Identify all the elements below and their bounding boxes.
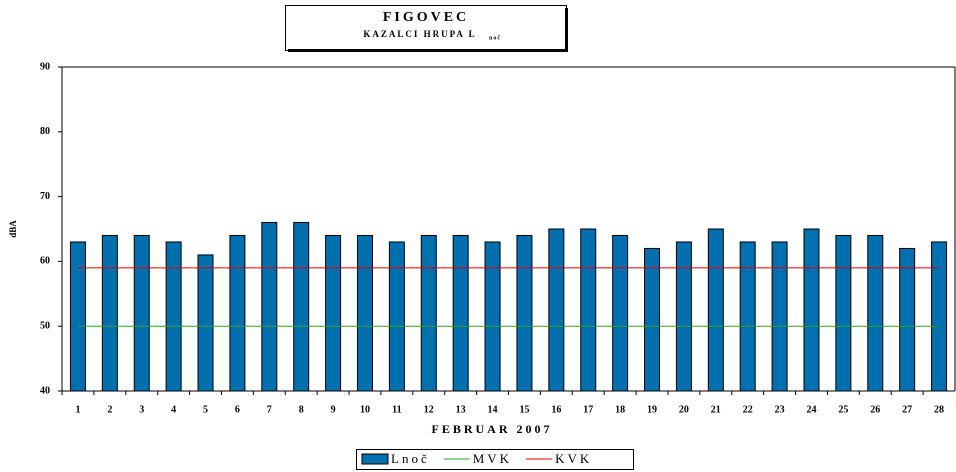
x-tick-label: 10 <box>360 404 370 415</box>
y-tick-label: 50 <box>40 320 50 331</box>
x-axis-label: FEBRUAR 2007 <box>431 422 552 436</box>
chart-subtitle-subscript: noč <box>489 35 501 41</box>
x-tick-label: 21 <box>711 404 721 415</box>
bar <box>548 228 565 392</box>
x-tick-label: 11 <box>392 404 401 415</box>
y-tick-label: 60 <box>40 256 50 267</box>
bar <box>101 234 118 392</box>
x-tick-label: 23 <box>775 404 785 415</box>
bar <box>516 234 533 392</box>
x-tick-label: 15 <box>519 404 529 415</box>
y-axis-label: dBA <box>8 220 18 238</box>
legend <box>356 449 634 470</box>
title-box <box>285 5 567 51</box>
bar <box>803 228 820 392</box>
bar <box>325 234 342 392</box>
y-tick-label: 90 <box>40 61 50 72</box>
legend-label: MVK <box>473 451 512 466</box>
title-shadow <box>565 8 568 52</box>
bar <box>899 247 916 392</box>
x-tick-label: 20 <box>679 404 689 415</box>
x-tick-label: 13 <box>456 404 466 415</box>
bar <box>867 234 884 392</box>
bar <box>356 234 373 392</box>
bar <box>452 234 469 392</box>
x-tick-label: 9 <box>331 404 336 415</box>
x-tick-label: 26 <box>870 404 880 415</box>
bar <box>739 241 756 392</box>
x-tick-label: 7 <box>267 404 272 415</box>
x-tick-label: 25 <box>838 404 848 415</box>
bar <box>388 241 405 392</box>
y-tick-label: 80 <box>40 126 50 137</box>
bar <box>771 241 788 392</box>
bar <box>612 234 629 392</box>
x-tick-label: 28 <box>934 404 944 415</box>
x-tick-label: 18 <box>615 404 625 415</box>
x-tick-label: 2 <box>107 404 112 415</box>
legend-swatch <box>361 453 389 465</box>
bar <box>133 234 150 392</box>
y-tick-label: 40 <box>40 385 50 396</box>
x-tick-label: 22 <box>743 404 753 415</box>
x-tick-label: 14 <box>488 404 498 415</box>
title-shadow <box>288 49 568 52</box>
bar <box>835 234 852 392</box>
bar <box>644 247 661 392</box>
bar <box>229 234 246 392</box>
x-tick-label: 16 <box>551 404 561 415</box>
bar <box>293 222 310 392</box>
x-tick-label: 4 <box>171 404 176 415</box>
y-tick-label: 70 <box>40 191 50 202</box>
legend-label: KVK <box>555 451 592 466</box>
x-tick-label: 3 <box>139 404 144 415</box>
x-tick-label: 19 <box>647 404 657 415</box>
x-tick-label: 1 <box>75 404 80 415</box>
x-tick-label: 6 <box>235 404 240 415</box>
bar <box>931 241 948 392</box>
x-tick-label: 17 <box>583 404 593 415</box>
bar <box>165 241 182 392</box>
bar <box>675 241 692 392</box>
x-tick-label: 5 <box>203 404 208 415</box>
bar <box>707 228 724 392</box>
x-tick-label: 8 <box>299 404 304 415</box>
x-tick-label: 12 <box>424 404 434 415</box>
bar <box>261 222 278 392</box>
legend-label: Lnoč <box>391 451 430 466</box>
bar <box>580 228 597 392</box>
chart-subtitle: KAZALCI HRUPA L <box>363 29 476 39</box>
x-tick-label: 27 <box>902 404 912 415</box>
x-tick-label: 24 <box>806 404 816 415</box>
bar <box>420 234 437 392</box>
bar <box>484 241 501 392</box>
bar <box>197 254 214 392</box>
bar <box>69 241 86 392</box>
chart-title: FIGOVEC <box>383 10 469 25</box>
